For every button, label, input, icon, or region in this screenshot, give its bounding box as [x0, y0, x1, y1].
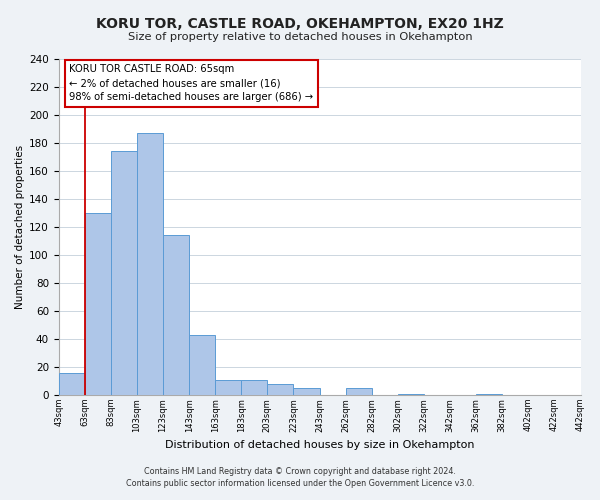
Bar — [189, 335, 215, 395]
Bar — [268, 384, 293, 395]
Bar — [398, 394, 424, 395]
Bar — [163, 236, 189, 395]
Text: Contains HM Land Registry data © Crown copyright and database right 2024.
Contai: Contains HM Land Registry data © Crown c… — [126, 466, 474, 487]
Bar — [476, 394, 502, 395]
Bar — [111, 152, 137, 395]
Bar — [241, 380, 268, 395]
Bar — [346, 388, 372, 395]
Bar — [59, 372, 85, 395]
Bar — [215, 380, 241, 395]
Bar — [85, 213, 111, 395]
X-axis label: Distribution of detached houses by size in Okehampton: Distribution of detached houses by size … — [165, 440, 475, 450]
Y-axis label: Number of detached properties: Number of detached properties — [15, 145, 25, 309]
Text: Size of property relative to detached houses in Okehampton: Size of property relative to detached ho… — [128, 32, 472, 42]
Bar — [137, 133, 163, 395]
Text: KORU TOR CASTLE ROAD: 65sqm
← 2% of detached houses are smaller (16)
98% of semi: KORU TOR CASTLE ROAD: 65sqm ← 2% of deta… — [69, 64, 313, 102]
Bar — [293, 388, 320, 395]
Text: KORU TOR, CASTLE ROAD, OKEHAMPTON, EX20 1HZ: KORU TOR, CASTLE ROAD, OKEHAMPTON, EX20 … — [96, 18, 504, 32]
